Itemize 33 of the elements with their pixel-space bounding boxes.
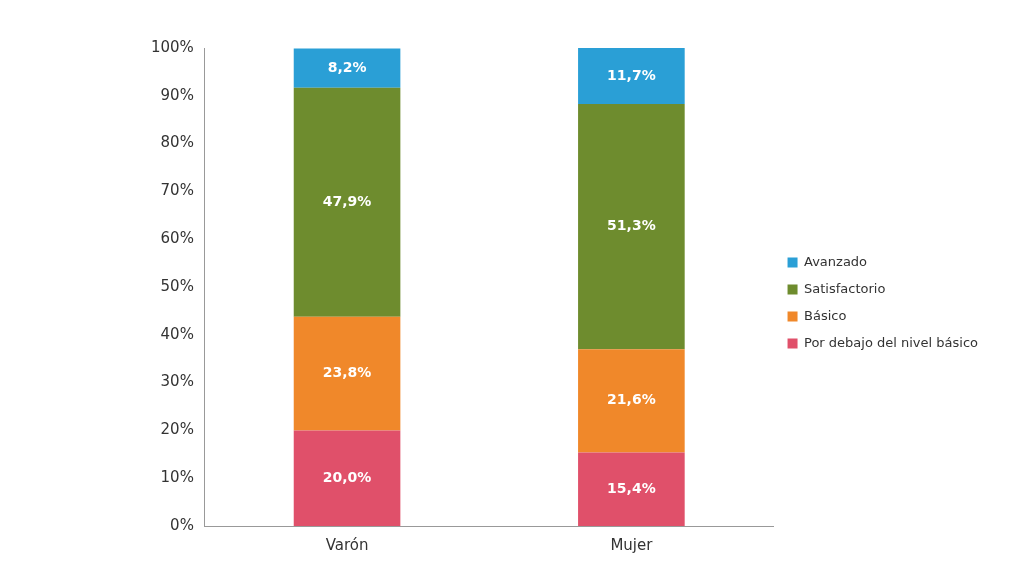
y-tick-label: 100% bbox=[150, 37, 194, 56]
legend-label: Por debajo del nivel básico bbox=[804, 334, 979, 350]
bar bbox=[293, 48, 401, 88]
bar bbox=[293, 316, 401, 431]
bar bbox=[578, 48, 685, 104]
y-tick-label: 90% bbox=[160, 85, 194, 104]
x-tick-label: Varón bbox=[325, 535, 369, 554]
y-tick-label: 10% bbox=[160, 468, 194, 487]
y-tick-label: 40% bbox=[160, 324, 194, 343]
data-label: 47,9% bbox=[322, 192, 372, 209]
y-tick-label: 70% bbox=[160, 181, 194, 200]
y-tick-label: 20% bbox=[160, 420, 194, 439]
data-label: 11,7% bbox=[607, 66, 656, 83]
data-label: 51,3% bbox=[607, 217, 656, 234]
bar bbox=[293, 430, 401, 526]
data-label: 20,0% bbox=[322, 468, 372, 485]
data-label: 21,6% bbox=[607, 391, 656, 408]
bar bbox=[578, 103, 685, 350]
legend-label: Básico bbox=[804, 307, 847, 323]
data-label: 8,2% bbox=[327, 58, 367, 75]
bar bbox=[578, 349, 685, 453]
y-tick-label: 0% bbox=[170, 515, 194, 534]
bar bbox=[578, 452, 685, 526]
legend-label: Avanzado bbox=[804, 253, 868, 269]
legend-label: Satisfactorio bbox=[804, 280, 886, 296]
data-label: 15,4% bbox=[607, 479, 656, 496]
data-label: 23,8% bbox=[322, 364, 372, 381]
bar bbox=[293, 87, 401, 317]
y-tick-label: 50% bbox=[160, 276, 194, 295]
y-tick-label: 80% bbox=[160, 133, 194, 152]
y-tick-label: 30% bbox=[160, 372, 194, 391]
x-tick-label: Mujer bbox=[610, 535, 654, 554]
y-tick-label: 60% bbox=[160, 229, 194, 248]
